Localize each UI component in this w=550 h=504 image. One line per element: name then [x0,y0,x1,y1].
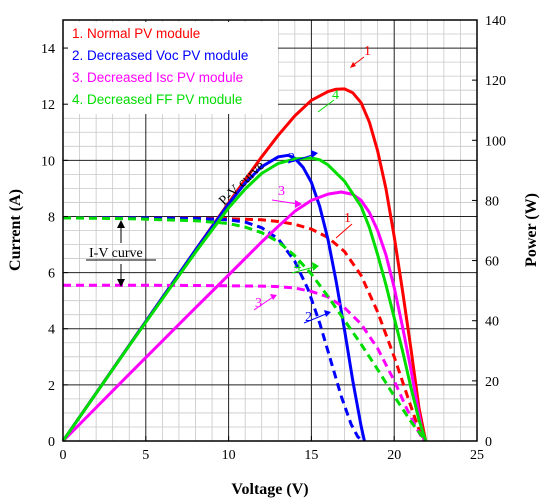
marker-iv-3-arrow [270,294,277,300]
y-left-tick-label: 2 [48,379,55,394]
y-left-tick-label: 8 [48,210,55,225]
y-right-tick-label: 100 [485,134,506,149]
marker-pv-3-leader [271,199,299,205]
marker-iv-3-leader [253,296,274,311]
iv-arrow-down-head [117,279,125,287]
series-pv-4-line [61,156,428,442]
x-tick-label: 5 [142,448,149,463]
x-tick-label: 20 [387,448,401,463]
marker-iv-2-leader [303,313,327,324]
marker-iv-3-label: 3 [255,296,262,311]
series-iv-3-line [63,283,426,442]
marker-pv-4-leader [317,99,335,113]
y-left-tick-label: 6 [48,267,55,282]
plot-frame [62,19,478,442]
series-pv-2-line [61,153,366,442]
marker-pv-2-arrow [311,150,318,158]
marker-pv-4: 4 [317,88,339,113]
x-tick-label: 0 [60,448,67,463]
y-right-tick-label: 20 [485,375,499,390]
marker-iv-2-arrow [324,310,331,317]
series-pv-3-line [61,190,426,443]
y-left-tick-label: 14 [41,42,55,57]
marker-pv-2-label: 2 [288,151,295,166]
y-left-tick-label: 12 [41,98,55,113]
y-right-axis-title: Power (W) [523,193,540,267]
marker-iv-4-leader [291,266,315,274]
x-tick-label: 10 [222,448,236,463]
y-left-tick-label: 10 [41,154,55,169]
marker-iv-1-label: 1 [344,211,351,226]
legend-box [64,22,278,114]
series-iv-4-line [62,216,427,442]
marker-pv-3-arrow [295,200,302,208]
y-right-tick-label: 120 [485,74,506,89]
series-layer [61,87,428,443]
marker-iv-1: 1 [335,211,353,239]
marker-pv-1-arrow [350,62,356,68]
marker-iv-2: 2 [303,310,331,325]
marker-pv-1: 1 [350,44,371,68]
legend-item-2: 2. Decreased Voc PV module [72,48,248,63]
legend: 1. Normal PV module 2. Decreased Voc PV … [72,26,248,107]
y-right-tick-label: 140 [485,14,506,29]
marker-iv-4-arrow [312,262,319,271]
x-tick-label: 25 [470,448,484,463]
y-left-axis-title: Current (A) [7,189,24,271]
iv-curve-annotation: I-V curve [86,220,156,287]
y-right-tick-label: 80 [485,194,499,209]
y-left-tick-label: 4 [48,323,55,338]
x-axis-title: Voltage (V) [231,481,308,498]
legend-item-4: 4. Decreased FF PV module [72,92,242,107]
marker-pv-3-label: 3 [278,184,285,199]
marker-pv-2: 2 [287,150,318,166]
marker-pv-2-leader [287,154,313,164]
marker-iv-4: 4 [291,259,319,274]
marker-pv-4-label: 4 [332,88,339,103]
legend-item-1: 1. Normal PV module [72,26,200,41]
marker-iv-2-label: 2 [305,310,312,325]
y-left-tick-label: 0 [48,435,55,450]
marker-iv-3: 3 [253,294,277,311]
marker-pv-1-label: 1 [364,44,371,59]
marker-iv-4-label: 4 [294,259,301,274]
x-tick-label: 15 [304,448,318,463]
y-right-tick-label: 0 [485,435,492,450]
legend-item-3: 3. Decreased Isc PV module [72,70,243,85]
marker-pv-3: 3 [271,184,302,208]
y-right-tick-label: 40 [485,315,499,330]
iv-arrow-up-head [117,220,125,228]
pv-curve-label: P-V curve [216,159,267,209]
iv-curve-label: I-V curve [89,246,143,261]
series-pv-1-line [61,87,428,442]
y-right-tick-label: 60 [485,255,499,270]
marker-iv-1-leader [335,223,353,239]
series-iv-2-line [63,216,364,443]
